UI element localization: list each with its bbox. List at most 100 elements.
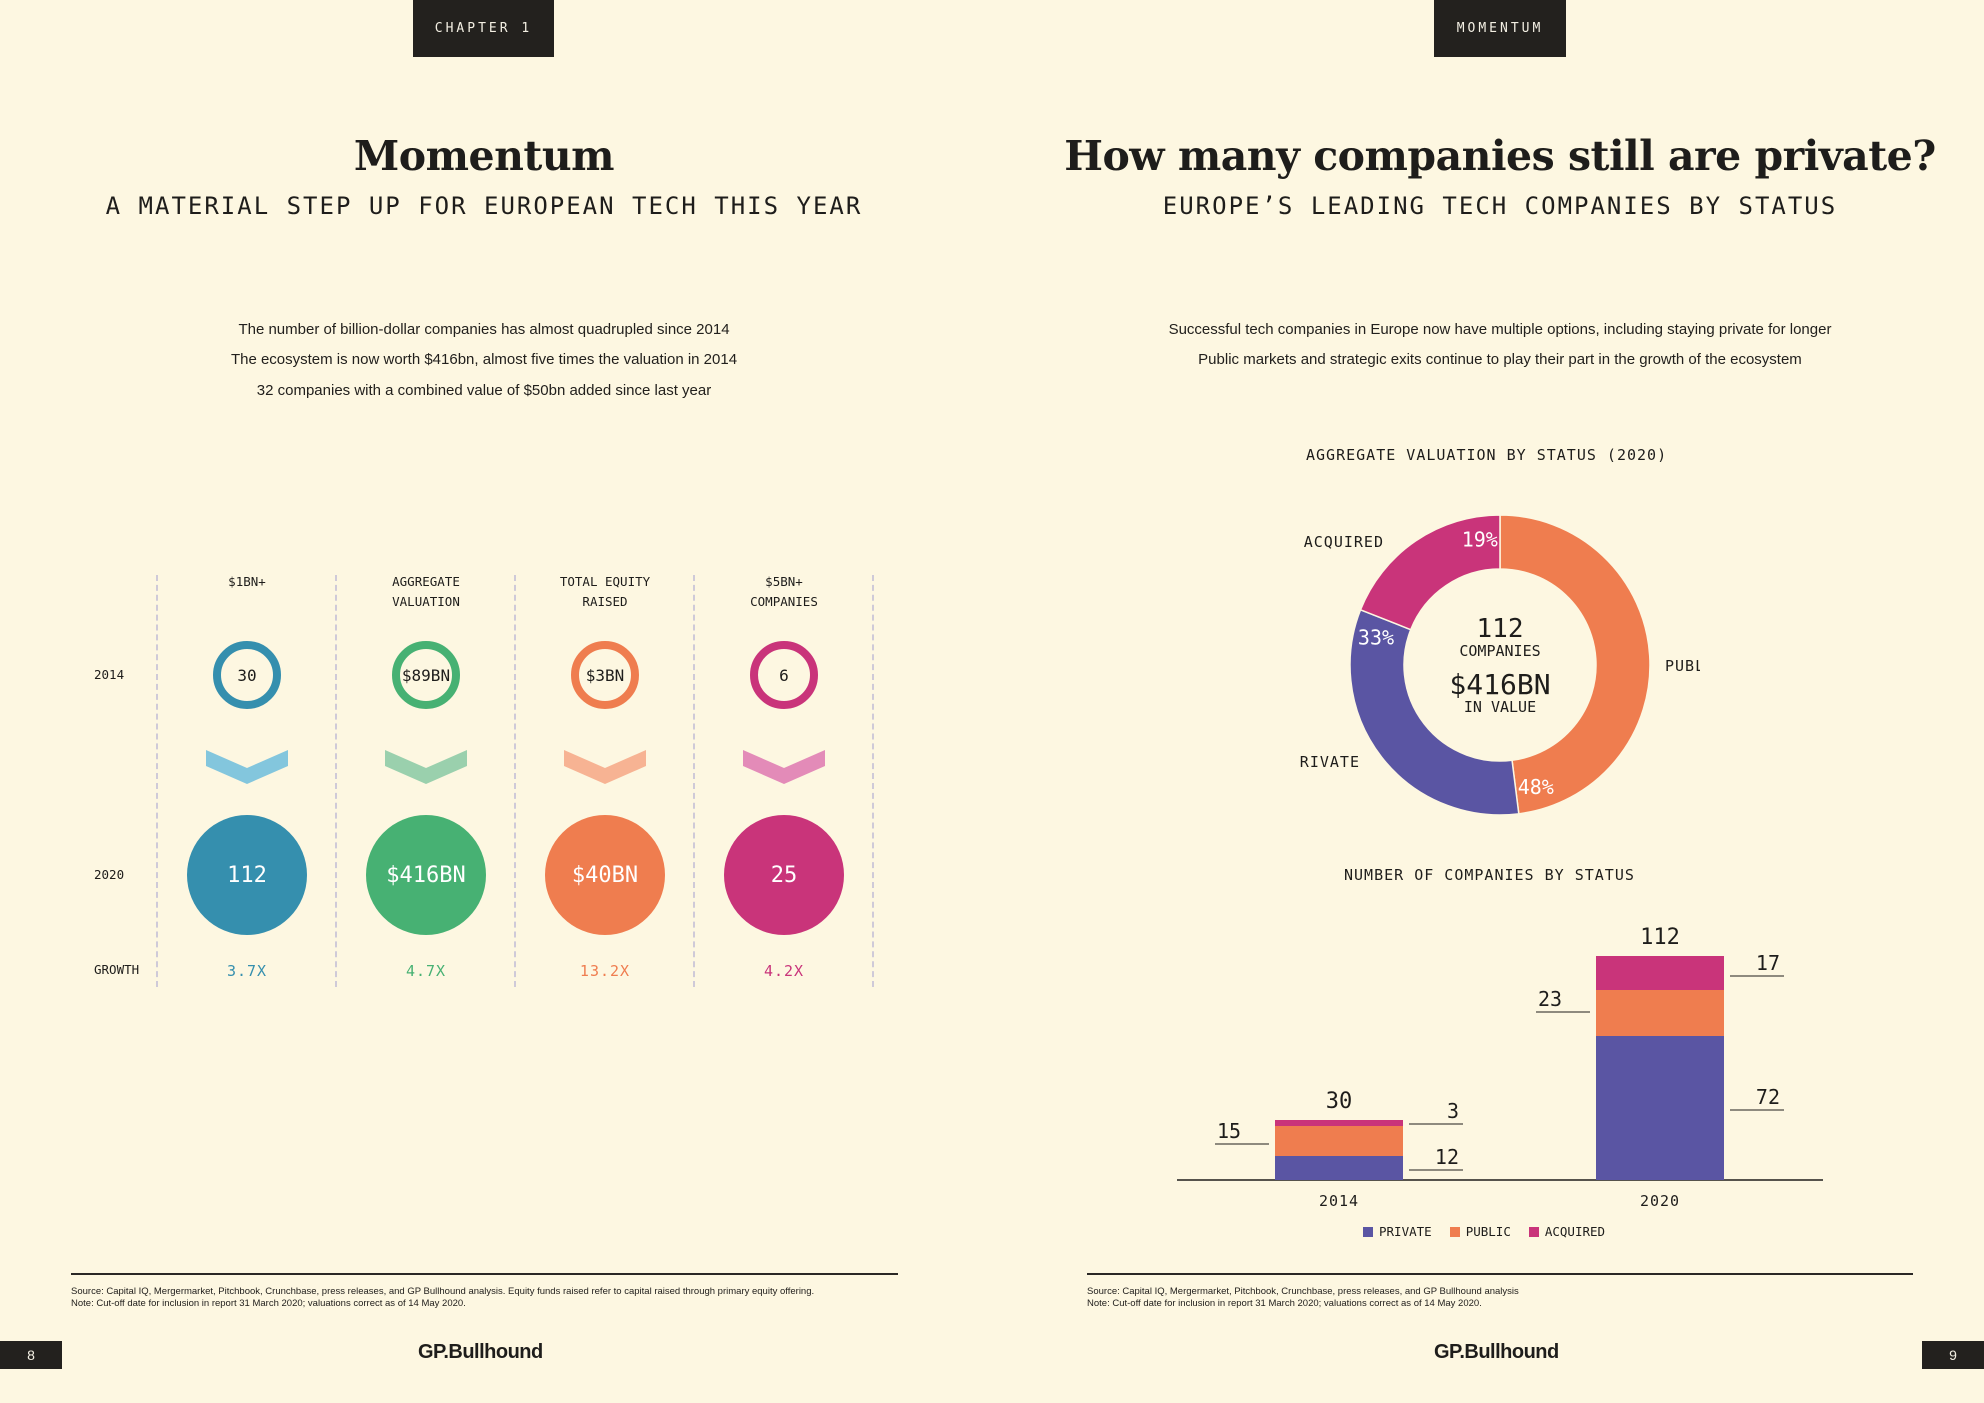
disc-2020-total-equity-raised: $40BN — [545, 815, 665, 935]
bar-value-label: 72 — [1756, 1085, 1780, 1109]
row-label-2020: 2020 — [94, 867, 125, 882]
intro-line: The number of billion-dollar companies h… — [238, 321, 730, 338]
page-subtitle: A MATERIAL STEP UP FOR EUROPEAN TECH THI… — [105, 192, 863, 220]
page-number: 8 — [0, 1341, 62, 1369]
donut-center-text: COMPANIES — [1459, 642, 1540, 660]
chapter-tab-label: MOMENTUM — [1456, 21, 1544, 36]
ring-2014-aggregate-valuation: $89BN — [392, 641, 460, 709]
column-divider — [335, 575, 337, 987]
bar-segment-public — [1596, 990, 1724, 1036]
value-2020: 25 — [770, 862, 798, 888]
chevron-down-icon — [206, 750, 288, 784]
bar-value-label: 12 — [1435, 1145, 1459, 1169]
column-divider — [872, 575, 874, 987]
bar-segment-private — [1596, 1036, 1724, 1180]
chevron-down-icon — [564, 750, 646, 784]
donut-slice-public — [1499, 514, 1651, 815]
donut-value-label: 33% — [1358, 626, 1394, 650]
value-2014: $3BN — [585, 665, 625, 685]
ring-2014-5bn-companies: 6 — [750, 641, 818, 709]
page-title: How many companies still are private? — [1064, 132, 1936, 180]
page-title: Momentum — [353, 132, 615, 180]
bar-segment-acquired — [1275, 1120, 1403, 1126]
bar-value-label: 23 — [1538, 987, 1562, 1011]
donut-slice-acquired — [1359, 514, 1501, 631]
donut-center-text: 112 — [1477, 614, 1524, 644]
legend-swatch — [1528, 1226, 1539, 1237]
gp-bullhound-logo: GP.Bullhound — [418, 1341, 543, 1363]
source-note: Source: Capital IQ, Mergermarket, Pitchb… — [1087, 1286, 1519, 1297]
metric-header-line: VALUATION — [392, 594, 460, 609]
bar-value-label: 17 — [1756, 951, 1780, 975]
column-divider — [514, 575, 516, 987]
metric-header-aggregate-valuation: AGGREGATE VALUATION — [346, 572, 506, 612]
row-label-2014: 2014 — [94, 667, 125, 682]
page-subtitle: EUROPE’S LEADING TECH COMPANIES BY STATU… — [1162, 192, 1838, 220]
legend-item-public: PUBLIC — [1449, 1224, 1511, 1239]
metric-header-line: AGGREGATE — [392, 574, 460, 589]
bar-value-label: 15 — [1217, 1119, 1241, 1143]
donut-center-text: IN VALUE — [1464, 698, 1536, 716]
ring-2014-billion-companies: 30 — [213, 641, 281, 709]
x-tick-label: 2020 — [1640, 1192, 1680, 1210]
metric-header-line: TOTAL EQUITY — [559, 574, 651, 589]
chevron-down-icon — [743, 750, 825, 784]
disc-2020-aggregate-valuation: $416BN — [366, 815, 486, 935]
value-2020: 112 — [227, 862, 267, 888]
growth-value: 4.7X — [405, 962, 447, 980]
cutoff-note: Note: Cut-off date for inclusion in repo… — [1087, 1298, 1482, 1309]
metric-header-total-equity-raised: TOTAL EQUITY RAISED — [525, 572, 685, 612]
donut-center-text: $416BN — [1449, 668, 1550, 701]
growth-value: 13.2X — [579, 962, 631, 980]
legend-item-acquired: ACQUIRED — [1528, 1224, 1606, 1239]
row-label-growth: GROWTH — [94, 962, 140, 977]
legend-label: PRIVATE — [1379, 1224, 1432, 1239]
donut-chart: 48% PUBLIC 33% PRIVATE 19% ACQUIRED 112COMPANI… — [1300, 514, 1700, 816]
disc-2020-5bn-companies: 25 — [724, 815, 844, 935]
growth-value: 3.7X — [226, 962, 268, 980]
value-2014: $89BN — [401, 665, 451, 685]
metric-header-line: COMPANIES — [750, 594, 818, 609]
bar-total-label: 30 — [1326, 1089, 1353, 1114]
ring-2014-total-equity-raised: $3BN — [571, 641, 639, 709]
source-note: Source: Capital IQ, Mergermarket, Pitchb… — [71, 1286, 815, 1297]
intro-line: Successful tech companies in Europe now … — [1168, 321, 1832, 338]
bar-value-label: 3 — [1447, 1099, 1459, 1123]
growth-value: 4.2X — [763, 962, 805, 980]
intro-line: Public markets and strategic exits conti… — [1198, 351, 1802, 368]
value-2020: $416BN — [386, 862, 466, 888]
legend-item-private: PRIVATE — [1363, 1224, 1432, 1239]
intro-line: 32 companies with a combined value of $5… — [256, 382, 712, 399]
footer-rule — [71, 1273, 898, 1275]
metric-header-line: RAISED — [582, 594, 628, 609]
chapter-tab: MOMENTUM — [1434, 0, 1566, 57]
donut-value-label: 48% — [1518, 775, 1554, 799]
cutoff-note: Note: Cut-off date for inclusion in repo… — [71, 1298, 466, 1309]
gp-bullhound-logo: GP.Bullhound — [1434, 1341, 1559, 1363]
bar-chart-title: NUMBER OF COMPANIES BY STATUS — [1344, 866, 1635, 884]
disc-2020-billion-companies: 112 — [187, 815, 307, 935]
page-number-label: 9 — [1949, 1347, 1957, 1363]
chevron-down-icon — [385, 750, 467, 784]
page-number: 9 — [1922, 1341, 1984, 1369]
legend-label: PUBLIC — [1465, 1224, 1511, 1239]
donut-category-label: PRIVATE — [1300, 753, 1360, 771]
chapter-tab-label: CHAPTER 1 — [434, 21, 533, 36]
legend-label: ACQUIRED — [1544, 1224, 1606, 1239]
legend-swatch — [1449, 1226, 1460, 1237]
metric-header-line: $1BN+ — [228, 574, 266, 589]
donut-value-label: 19% — [1462, 528, 1498, 552]
chart-legend: PRIVATE PUBLIC ACQUIRED — [1363, 1224, 1605, 1239]
value-2014: 6 — [779, 665, 789, 685]
footer-rule — [1087, 1273, 1913, 1275]
metric-header-line: $5BN+ — [765, 574, 803, 589]
column-divider — [693, 575, 695, 987]
chapter-tab: CHAPTER 1 — [413, 0, 554, 57]
bar-segment-private — [1275, 1156, 1403, 1180]
value-2020: $40BN — [571, 862, 639, 888]
donut-category-label: PUBLIC — [1665, 657, 1700, 675]
column-divider — [156, 575, 158, 987]
bar-segment-acquired — [1596, 956, 1724, 990]
donut-slice-private — [1349, 608, 1520, 816]
bar-total-label: 112 — [1640, 925, 1680, 950]
